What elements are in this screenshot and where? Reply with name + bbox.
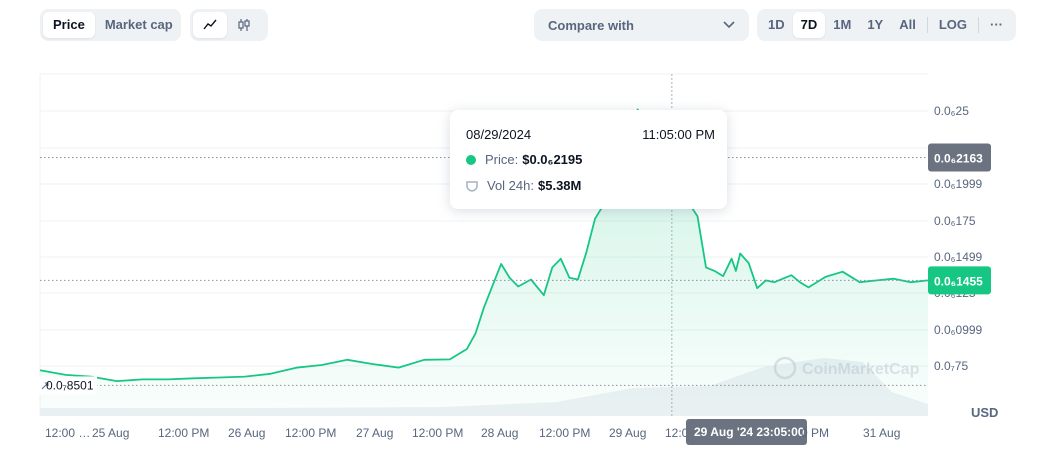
watermark: CoinMarketCap bbox=[773, 356, 920, 380]
volume-shield-icon bbox=[466, 180, 478, 192]
x-axis-tick: 27 Aug bbox=[356, 426, 393, 440]
range-all[interactable]: All bbox=[899, 17, 916, 32]
current-price-badge: 0.0₆1455 bbox=[928, 266, 991, 295]
tooltip-price-label: Price: bbox=[485, 152, 519, 167]
log-scale-toggle[interactable]: LOG bbox=[938, 17, 968, 32]
hover-price-badge: 0.0₆2163 bbox=[928, 143, 991, 172]
hover-time-badge: 29 Aug '24 23:05:00 bbox=[686, 419, 807, 445]
y-axis-tick: 0.0₇75 bbox=[934, 359, 968, 373]
svg-text:0.0₆1455: 0.0₆1455 bbox=[934, 274, 983, 288]
y-axis-tick: 0.0₆175 bbox=[934, 214, 976, 228]
divider bbox=[978, 17, 980, 33]
candlestick-button[interactable] bbox=[227, 12, 261, 38]
price-type-tabs: Price Market cap bbox=[40, 9, 181, 41]
x-axis-tick: 12:00 PM bbox=[412, 426, 463, 440]
candlestick-icon bbox=[238, 19, 250, 31]
range-7d[interactable]: 7D bbox=[792, 12, 826, 38]
tooltip-price-value: $0.0₆2195 bbox=[522, 152, 583, 167]
x-axis-tick: 12:00 PM bbox=[539, 426, 590, 440]
line-chart-icon bbox=[203, 19, 217, 30]
tooltip-date: 08/29/2024 bbox=[466, 127, 532, 142]
tooltip-volume-value: $5.38M bbox=[538, 178, 582, 193]
y-axis-tick: 0.0₆25 bbox=[934, 104, 969, 118]
x-axis-tick: 12:0 bbox=[665, 426, 689, 440]
range-1y[interactable]: 1Y bbox=[867, 17, 884, 32]
y-axis-tick: 0.0₆2249 bbox=[934, 141, 983, 155]
y-axis-tick: 0.0₆0999 bbox=[934, 323, 983, 337]
x-axis-tick: 25 Aug bbox=[92, 426, 129, 440]
currency-label: USD bbox=[971, 405, 998, 420]
tooltip-time: 11:05:00 PM bbox=[642, 127, 715, 142]
x-axis-tick: 12:00 PM bbox=[158, 426, 209, 440]
x-axis-tick: 12:00 PM bbox=[285, 426, 336, 440]
x-axis-tick: 28 Aug bbox=[481, 426, 518, 440]
svg-text:↗: ↗ bbox=[40, 378, 50, 392]
tab-price[interactable]: Price bbox=[43, 12, 95, 38]
compare-with-select[interactable]: Compare with bbox=[534, 9, 749, 41]
chevron-down-icon bbox=[723, 21, 735, 29]
tab-market-cap[interactable]: Market cap bbox=[104, 17, 173, 32]
x-axis-tick: 12:00 … bbox=[45, 426, 90, 440]
y-axis-tick: 0.0₆1999 bbox=[934, 177, 983, 191]
x-axis-tick: 31 Aug bbox=[863, 426, 900, 440]
x-axis-tick: 29 Aug bbox=[609, 426, 646, 440]
price-tooltip: 08/29/2024 11:05:00 PM Price: $0.0₆2195 … bbox=[450, 110, 727, 209]
range-1m[interactable]: 1M bbox=[833, 17, 852, 32]
compare-with-label: Compare with bbox=[548, 17, 634, 33]
watermark-text: CoinMarketCap bbox=[802, 361, 920, 378]
divider bbox=[926, 17, 928, 33]
x-axis-tick: 0 PM bbox=[801, 426, 829, 440]
svg-text:0.0₇8501: 0.0₇8501 bbox=[46, 378, 94, 392]
x-axis-tick: 26 Aug bbox=[228, 426, 265, 440]
y-axis-tick: 0.0₆125 bbox=[934, 286, 976, 300]
time-range-tabs: 1D 7D 1M 1Y All LOG ··· bbox=[757, 9, 1016, 41]
more-options-button[interactable]: ··· bbox=[990, 17, 1004, 32]
tooltip-volume-label: Vol 24h: bbox=[487, 178, 534, 193]
volume-area bbox=[40, 358, 928, 416]
chart-type-tabs bbox=[190, 9, 268, 41]
price-dot-icon bbox=[466, 154, 476, 165]
y-axis-tick: 0.0₆1499 bbox=[934, 250, 983, 264]
line-chart-button[interactable] bbox=[193, 12, 227, 38]
svg-text:29 Aug '24 23:05:00: 29 Aug '24 23:05:00 bbox=[694, 425, 805, 439]
start-price-label: ↗0.0₇8501 bbox=[38, 376, 97, 395]
svg-text:0.0₆2163: 0.0₆2163 bbox=[934, 152, 983, 166]
range-1d[interactable]: 1D bbox=[768, 17, 785, 32]
